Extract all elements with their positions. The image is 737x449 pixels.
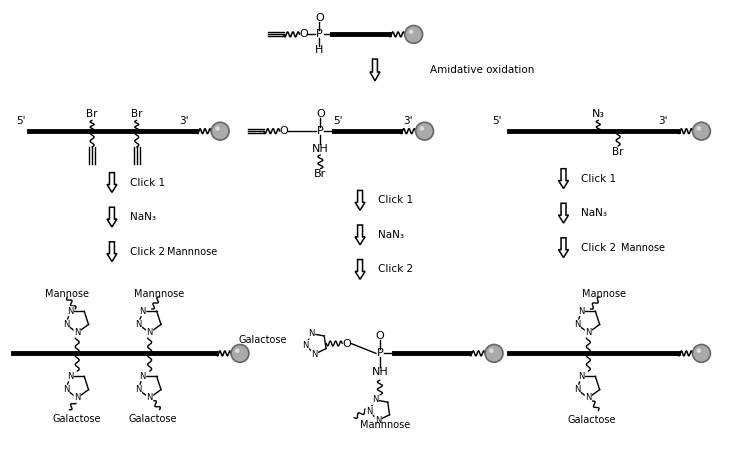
Polygon shape bbox=[559, 203, 568, 223]
Text: N: N bbox=[308, 329, 315, 338]
Text: H: H bbox=[315, 45, 324, 55]
Text: N: N bbox=[302, 340, 309, 349]
Text: N: N bbox=[574, 320, 580, 329]
Text: N: N bbox=[63, 385, 69, 394]
Text: O: O bbox=[343, 339, 352, 348]
Circle shape bbox=[235, 348, 240, 353]
Text: Click 2: Click 2 bbox=[378, 264, 413, 274]
Text: Mannnose: Mannnose bbox=[167, 247, 217, 257]
Text: N: N bbox=[147, 393, 153, 402]
Text: N: N bbox=[375, 416, 381, 425]
Text: Galactose: Galactose bbox=[52, 414, 101, 423]
Circle shape bbox=[693, 344, 710, 362]
Circle shape bbox=[696, 126, 701, 131]
Text: N: N bbox=[574, 385, 580, 394]
Text: Mannose: Mannose bbox=[621, 243, 665, 253]
Polygon shape bbox=[107, 207, 117, 227]
Polygon shape bbox=[107, 242, 117, 261]
Text: N: N bbox=[63, 320, 69, 329]
Text: NH: NH bbox=[371, 367, 388, 377]
Circle shape bbox=[212, 122, 229, 140]
Text: O: O bbox=[315, 13, 324, 22]
Text: Mannnose: Mannnose bbox=[360, 420, 411, 431]
Text: Click 1: Click 1 bbox=[130, 177, 165, 188]
Text: Click 2: Click 2 bbox=[581, 243, 617, 253]
Text: O: O bbox=[299, 29, 308, 40]
Text: N: N bbox=[67, 372, 74, 381]
Text: N: N bbox=[578, 307, 584, 316]
Text: N: N bbox=[139, 372, 146, 381]
Text: N: N bbox=[366, 407, 372, 416]
Text: Br: Br bbox=[612, 147, 624, 157]
Text: Click 1: Click 1 bbox=[581, 174, 617, 184]
Text: N: N bbox=[585, 393, 592, 402]
Text: N: N bbox=[147, 328, 153, 337]
Text: Galactose: Galactose bbox=[129, 414, 178, 423]
Polygon shape bbox=[107, 173, 117, 193]
Text: 3': 3' bbox=[658, 116, 668, 126]
Polygon shape bbox=[370, 59, 380, 81]
Circle shape bbox=[409, 30, 413, 34]
Text: Amidative oxidation: Amidative oxidation bbox=[430, 65, 534, 75]
Text: N: N bbox=[67, 307, 74, 316]
Circle shape bbox=[416, 122, 433, 140]
Circle shape bbox=[693, 122, 710, 140]
Text: Br: Br bbox=[86, 110, 98, 119]
Text: Mannose: Mannose bbox=[582, 289, 626, 299]
Text: O: O bbox=[279, 126, 288, 136]
Text: 5': 5' bbox=[16, 116, 25, 126]
Circle shape bbox=[485, 344, 503, 362]
Polygon shape bbox=[559, 169, 568, 189]
Text: N: N bbox=[135, 385, 142, 394]
Polygon shape bbox=[559, 238, 568, 258]
Text: O: O bbox=[316, 110, 325, 119]
Text: 5': 5' bbox=[333, 116, 343, 126]
Text: Galactose: Galactose bbox=[567, 414, 616, 425]
Circle shape bbox=[696, 348, 701, 353]
Text: P: P bbox=[377, 348, 383, 358]
Polygon shape bbox=[355, 260, 365, 279]
Polygon shape bbox=[355, 190, 365, 210]
Circle shape bbox=[231, 344, 249, 362]
Text: O: O bbox=[376, 330, 384, 341]
Text: N₃: N₃ bbox=[592, 110, 605, 119]
Text: NaN₃: NaN₃ bbox=[581, 208, 607, 218]
Text: Mannose: Mannose bbox=[46, 289, 89, 299]
Circle shape bbox=[215, 126, 220, 131]
Circle shape bbox=[489, 348, 494, 353]
Text: N: N bbox=[585, 328, 592, 337]
Text: 3': 3' bbox=[403, 116, 413, 126]
Text: N: N bbox=[135, 320, 142, 329]
Text: NaN₃: NaN₃ bbox=[378, 230, 404, 240]
Text: Mannnose: Mannnose bbox=[134, 289, 184, 299]
Text: P: P bbox=[316, 29, 323, 40]
Text: N: N bbox=[372, 396, 378, 405]
Text: 5': 5' bbox=[492, 116, 502, 126]
Text: 3': 3' bbox=[180, 116, 189, 126]
Text: N: N bbox=[74, 393, 80, 402]
Circle shape bbox=[405, 26, 422, 43]
Text: N: N bbox=[74, 328, 80, 337]
Circle shape bbox=[419, 126, 424, 131]
Text: N: N bbox=[139, 307, 146, 316]
Text: Br: Br bbox=[314, 169, 326, 179]
Text: Br: Br bbox=[131, 110, 142, 119]
Text: Click 2: Click 2 bbox=[130, 247, 165, 257]
Text: NaN₃: NaN₃ bbox=[130, 212, 156, 222]
Text: P: P bbox=[317, 126, 324, 136]
Text: N: N bbox=[311, 350, 318, 359]
Text: N: N bbox=[578, 372, 584, 381]
Polygon shape bbox=[355, 225, 365, 245]
Text: NH: NH bbox=[312, 144, 329, 154]
Text: Click 1: Click 1 bbox=[378, 195, 413, 205]
Text: Galactose: Galactose bbox=[238, 335, 287, 344]
